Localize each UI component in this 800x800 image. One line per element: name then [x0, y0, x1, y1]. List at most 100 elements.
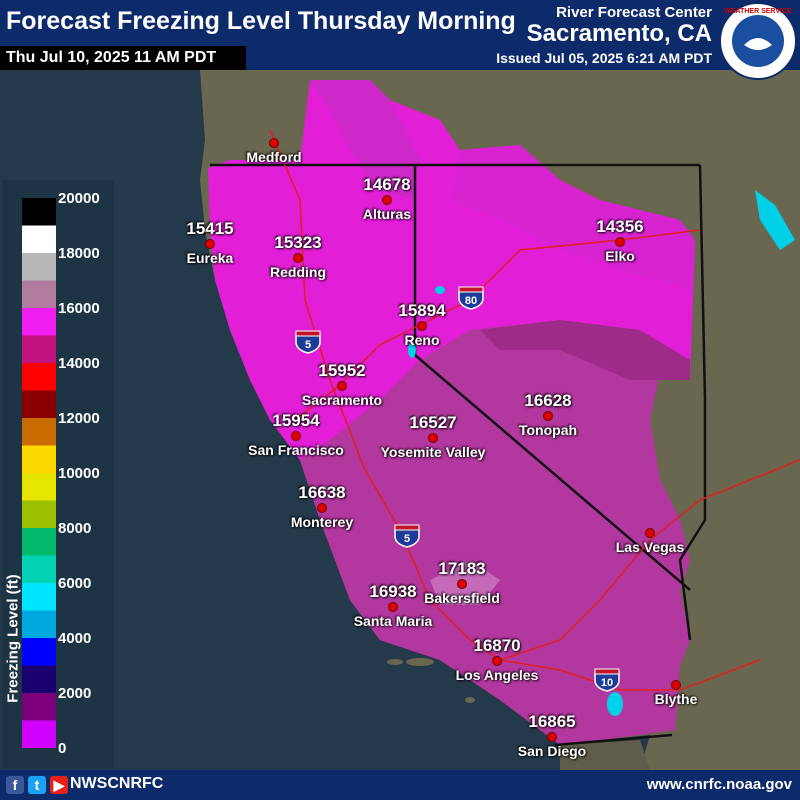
interstate-shield: 10: [594, 668, 620, 692]
station-name: Reno: [404, 332, 440, 348]
legend-tick: 8000: [58, 520, 92, 537]
station-marker[interactable]: [293, 253, 303, 263]
legend-color-14: [22, 583, 56, 611]
station-value: 16628: [524, 391, 572, 410]
station-name: Sacramento: [301, 392, 383, 408]
station-value: 16938: [369, 582, 417, 601]
station-value: 16870: [473, 636, 521, 655]
legend-color-5: [22, 335, 56, 364]
station-name: Tonopah: [518, 422, 578, 438]
legend-tick: 12000: [58, 410, 100, 427]
station-marker[interactable]: [317, 503, 327, 513]
station-marker[interactable]: [457, 579, 467, 589]
legend-color-16: [22, 638, 56, 666]
legend-color-0: [22, 198, 56, 226]
legend-color-11: [22, 500, 56, 529]
interstate-shield: 5: [394, 524, 420, 548]
legend-color-13: [22, 555, 56, 584]
legend-color-10: [22, 473, 56, 501]
legend-tick: 16000: [58, 300, 100, 317]
header-bar: Forecast Freezing Level Thursday Morning…: [0, 0, 800, 70]
legend-color-1: [22, 225, 56, 254]
legend-color-9: [22, 445, 56, 474]
station-name: Monterey: [290, 514, 354, 530]
station-marker[interactable]: [382, 195, 392, 205]
city-marker[interactable]: [645, 528, 655, 538]
station-value: 15952: [318, 361, 366, 380]
twitter-icon[interactable]: t: [28, 776, 46, 794]
city-name: Blythe: [654, 691, 698, 707]
city-name: Medford: [246, 149, 302, 165]
legend-title: Freezing Level (ft): [4, 574, 22, 703]
city-marker[interactable]: [269, 138, 279, 148]
station-name: Yosemite Valley: [380, 444, 486, 460]
website-link[interactable]: www.cnrfc.noaa.gov: [646, 776, 792, 793]
legend-tick: 18000: [58, 245, 100, 262]
station-marker[interactable]: [492, 656, 502, 666]
legend-color-15: [22, 610, 56, 639]
station-value: 17183: [438, 559, 486, 578]
station-marker[interactable]: [615, 237, 625, 247]
legend-color-12: [22, 528, 56, 556]
legend-tick: 10000: [58, 465, 100, 482]
station-name: Redding: [270, 264, 326, 280]
station-value: 15954: [272, 411, 320, 430]
legend-tick: 0: [58, 740, 67, 757]
station-marker[interactable]: [417, 321, 427, 331]
station-name: San Francisco: [248, 442, 344, 458]
station-value: 14678: [363, 175, 411, 194]
legend-tick: 6000: [58, 575, 92, 592]
legend-tick: 14000: [58, 355, 100, 372]
facebook-icon[interactable]: f: [6, 776, 24, 794]
station-marker[interactable]: [291, 431, 301, 441]
station-marker[interactable]: [388, 602, 398, 612]
issued-time: Issued Jul 05, 2025 6:21 AM PDT: [496, 50, 712, 66]
svg-text:WEATHER SERVICE: WEATHER SERVICE: [724, 8, 792, 15]
interstate-shield: 5: [295, 330, 321, 354]
svg-text:80: 80: [465, 295, 477, 307]
station-value: 16865: [528, 712, 576, 731]
page-title: Forecast Freezing Level Thursday Morning: [6, 7, 516, 35]
footer-bar: f t ▶ NWSCNRFC www.cnrfc.noaa.gov: [0, 770, 800, 800]
social-handle[interactable]: NWSCNRFC: [70, 775, 164, 792]
station-name: Los Angeles: [455, 667, 539, 683]
city-name: Las Vegas: [615, 539, 685, 555]
legend-color-4: [22, 308, 56, 336]
office-line1: River Forecast Center: [556, 4, 712, 21]
legend-color-7: [22, 390, 56, 419]
interstate-shield: 80: [458, 286, 484, 310]
nws-logo: WEATHER SERVICE: [719, 2, 797, 80]
legend-colorbar: [22, 198, 56, 748]
station-marker[interactable]: [543, 411, 553, 421]
legend-color-8: [22, 418, 56, 446]
legend-color-17: [22, 665, 56, 694]
station-marker[interactable]: [337, 381, 347, 391]
station-value: 15415: [186, 219, 234, 238]
station-marker[interactable]: [547, 732, 557, 742]
legend-color-3: [22, 280, 56, 309]
station-value: 16638: [298, 483, 346, 502]
station-value: 15323: [274, 233, 322, 252]
station-marker[interactable]: [428, 433, 438, 443]
svg-text:10: 10: [601, 677, 613, 689]
legend-tick: 2000: [58, 685, 92, 702]
station-name: Bakersfield: [424, 590, 500, 606]
svg-text:5: 5: [305, 339, 311, 351]
city-marker[interactable]: [671, 680, 681, 690]
legend-color-6: [22, 363, 56, 391]
station-marker[interactable]: [205, 239, 215, 249]
legend-panel: 20000 18000 16000 14000 12000 10000 8000 6000 40…: [2, 180, 114, 768]
station-name: Alturas: [362, 206, 412, 222]
legend-tick: 20000: [58, 190, 100, 207]
valid-time: Thu Jul 10, 2025 11 AM PDT: [0, 46, 246, 70]
youtube-icon[interactable]: ▶: [50, 776, 68, 794]
station-name: Elko: [605, 248, 635, 264]
station-value: 14356: [596, 217, 644, 236]
station-name: Eureka: [186, 250, 234, 266]
station-value: 15894: [398, 301, 446, 320]
station-name: Santa Maria: [353, 613, 433, 629]
svg-text:5: 5: [404, 533, 410, 545]
legend-color-18: [22, 693, 56, 721]
legend-color-2: [22, 253, 56, 281]
